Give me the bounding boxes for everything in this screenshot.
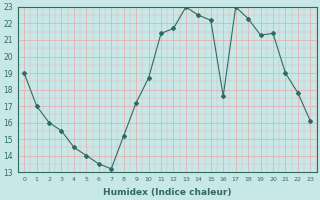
X-axis label: Humidex (Indice chaleur): Humidex (Indice chaleur) [103,188,231,197]
